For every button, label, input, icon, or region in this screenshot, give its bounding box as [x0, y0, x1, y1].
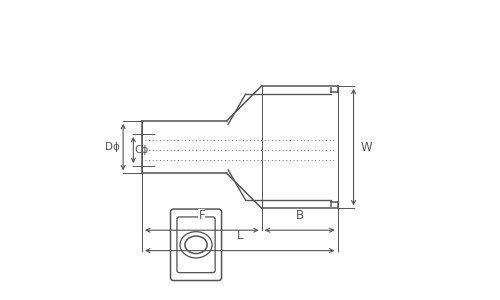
Text: Dϕ: Dϕ: [106, 142, 120, 152]
Text: L: L: [236, 230, 243, 242]
Text: F: F: [198, 209, 205, 222]
Text: B: B: [296, 209, 304, 222]
Text: W: W: [361, 141, 372, 154]
Text: Cϕ: Cϕ: [135, 145, 149, 155]
